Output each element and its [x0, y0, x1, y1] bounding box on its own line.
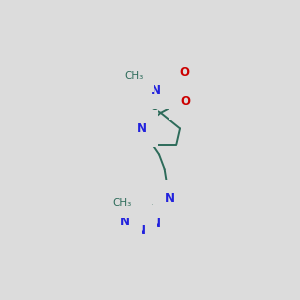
Text: O: O	[181, 95, 191, 108]
Text: CH₃: CH₃	[112, 198, 131, 208]
Text: N: N	[165, 192, 175, 205]
Text: N: N	[120, 215, 130, 228]
Text: N: N	[136, 122, 146, 135]
Text: O: O	[180, 66, 190, 79]
Text: N: N	[150, 217, 161, 230]
Text: N: N	[151, 84, 161, 97]
Text: CH₃: CH₃	[125, 71, 144, 81]
Text: N: N	[136, 224, 146, 237]
